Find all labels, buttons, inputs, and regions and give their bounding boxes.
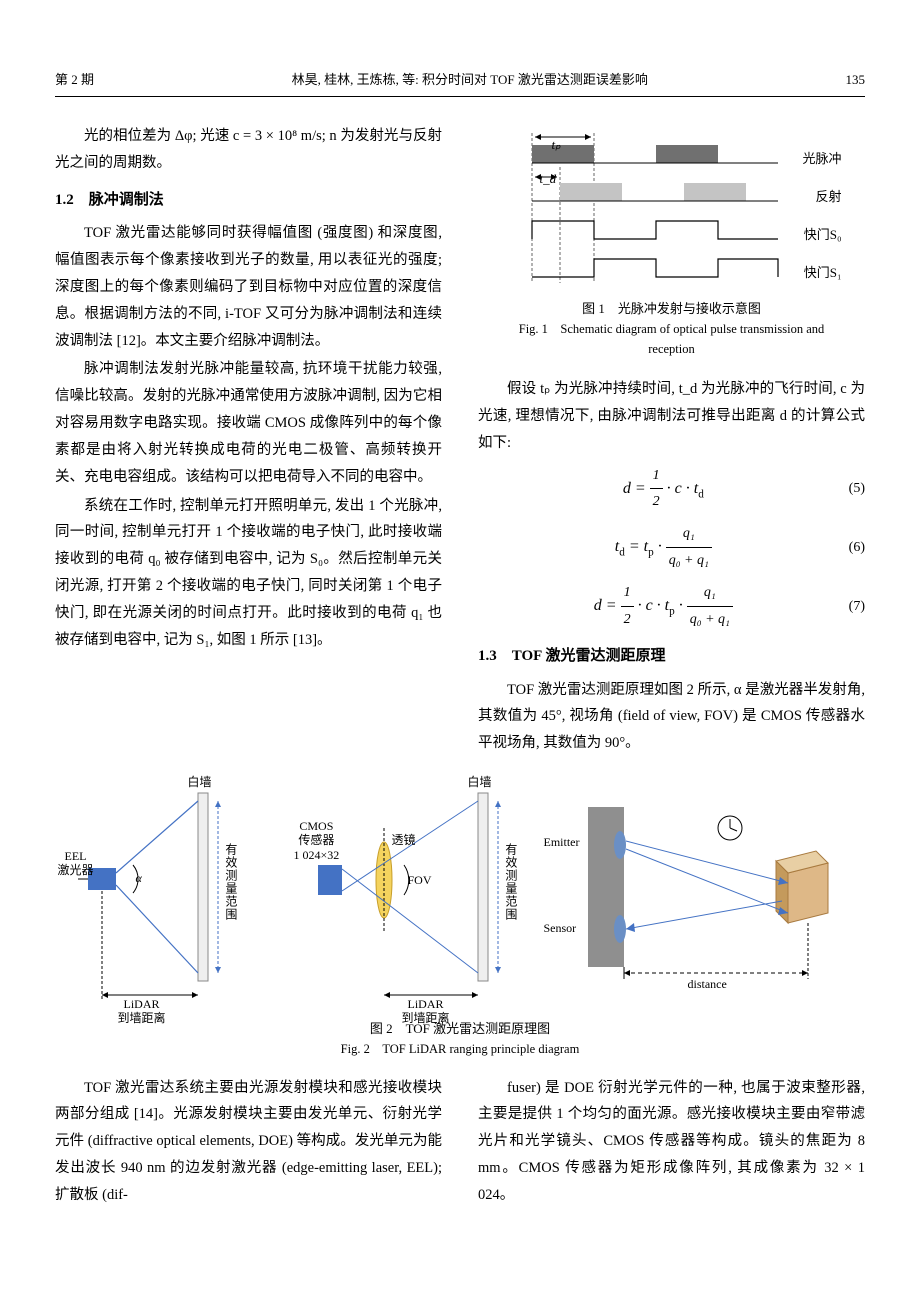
vrange-1: 有效测量范围 bbox=[224, 843, 238, 921]
para-bottom-right: fuser) 是 DOE 衍射光学元件的一种, 也属于波束整形器, 主要是提供 … bbox=[478, 1075, 865, 1209]
para-system-work: 系统在工作时, 控制单元打开照明单元, 发出 1 个光脉冲, 同一时间, 控制单… bbox=[55, 493, 442, 654]
eq6-num: (6) bbox=[849, 535, 865, 561]
lidar-dist-2: LiDAR 到墙距离 bbox=[402, 997, 450, 1026]
lidar-dist-1: LiDAR 到墙距离 bbox=[118, 997, 166, 1026]
para-assume: 假设 tₚ 为光脉冲持续时间, t_d 为光脉冲的飞行时间, c 为光速, 理想… bbox=[478, 376, 865, 456]
page-number: 135 bbox=[845, 68, 865, 92]
wall-label-2: 白墙 bbox=[468, 775, 492, 789]
fig1-caption-cn: 图 1 光脉冲发射与接收示意图 bbox=[478, 297, 865, 321]
fig2-caption-en: Fig. 2 TOF LiDAR ranging principle diagr… bbox=[55, 1041, 865, 1059]
td-label: t_d bbox=[540, 167, 842, 191]
alpha-label: α bbox=[136, 871, 142, 885]
row-label-s0: 快门S₀ bbox=[804, 223, 842, 247]
para-bottom-left: TOF 激光雷达系统主要由光源发射模块和感光接收模块两部分组成 [14]。光源发… bbox=[55, 1075, 442, 1209]
eq7-num: (7) bbox=[849, 594, 865, 620]
figure-2-diagram: 白墙 EEL 激光器 α 有效测量范围 LiDAR 到墙距离 白墙 CMOS 传… bbox=[58, 773, 863, 1013]
emitter-label: Emitter bbox=[544, 835, 580, 849]
row-label-refl: 反射 bbox=[815, 185, 841, 209]
equation-6: td = tp · q₁q₀ + q₁ (6) bbox=[478, 521, 865, 574]
cmos-label: CMOS 传感器 1 024×32 bbox=[294, 819, 340, 862]
vrange-2: 有效测量范围 bbox=[504, 843, 518, 921]
figure-1-diagram: tₚ t_d 光脉冲 反射 快门S₀ 快门S₁ bbox=[502, 123, 842, 293]
equation-7: d = 12 · c · tp · q₁q₀ + q₁ (7) bbox=[478, 580, 865, 633]
row-label-s1: 快门S₁ bbox=[804, 261, 842, 285]
section-1-3-head: 1.3 TOF 激光雷达测距原理 bbox=[478, 643, 865, 671]
wall-label-1: 白墙 bbox=[188, 775, 212, 789]
eel-label: EEL 激光器 bbox=[58, 849, 94, 878]
sensor-label: Sensor bbox=[544, 921, 577, 935]
fig2-caption-cn: 图 2 TOF 激光雷达测距原理图 bbox=[55, 1017, 865, 1041]
section-1-2-head: 1.2 脉冲调制法 bbox=[55, 187, 442, 215]
eq5-num: (5) bbox=[849, 476, 865, 502]
issue-label: 第 2 期 bbox=[55, 68, 94, 92]
para-pulse-mod: 脉冲调制法发射光脉冲能量较高, 抗环境干扰能力较强, 信噪比较高。发射的光脉冲通… bbox=[55, 356, 442, 490]
fov-label: FOV bbox=[408, 873, 432, 887]
bottom-columns: TOF 激光雷达系统主要由光源发射模块和感光接收模块两部分组成 [14]。光源发… bbox=[55, 1075, 865, 1211]
para-phase: 光的相位差为 Δφ; 光速 c = 3 × 10⁸ m/s; n 为发射光与反射… bbox=[55, 123, 442, 177]
upper-columns: 光的相位差为 Δφ; 光速 c = 3 × 10⁸ m/s; n 为发射光与反射… bbox=[55, 123, 865, 759]
lens-label: 透镜 bbox=[392, 833, 416, 847]
fig1-caption-en-a: Fig. 1 Schematic diagram of optical puls… bbox=[478, 321, 865, 339]
distance-label: distance bbox=[688, 977, 727, 991]
row-label-pulse: 光脉冲 bbox=[802, 147, 841, 171]
right-column: tₚ t_d 光脉冲 反射 快门S₀ 快门S₁ 图 1 光脉冲发射与接收示意图 … bbox=[478, 123, 865, 759]
header-title: 林昊, 桂林, 王炼栋, 等: 积分时间对 TOF 激光雷达测距误差影响 bbox=[292, 68, 648, 92]
para-tof-intro: TOF 激光雷达能够同时获得幅值图 (强度图) 和深度图, 幅值图表示每个像素接… bbox=[55, 220, 442, 354]
equation-5: d = 12 · c · td (5) bbox=[478, 463, 865, 516]
para-ranging: TOF 激光雷达测距原理如图 2 所示, α 是激光器半发射角, 其数值为 45… bbox=[478, 677, 865, 757]
left-column: 光的相位差为 Δφ; 光速 c = 3 × 10⁸ m/s; n 为发射光与反射… bbox=[55, 123, 442, 759]
fig1-caption-en-b: reception bbox=[478, 341, 865, 359]
tp-label: tₚ bbox=[552, 133, 842, 157]
page-header: 第 2 期 林昊, 桂林, 王炼栋, 等: 积分时间对 TOF 激光雷达测距误差… bbox=[55, 68, 865, 97]
